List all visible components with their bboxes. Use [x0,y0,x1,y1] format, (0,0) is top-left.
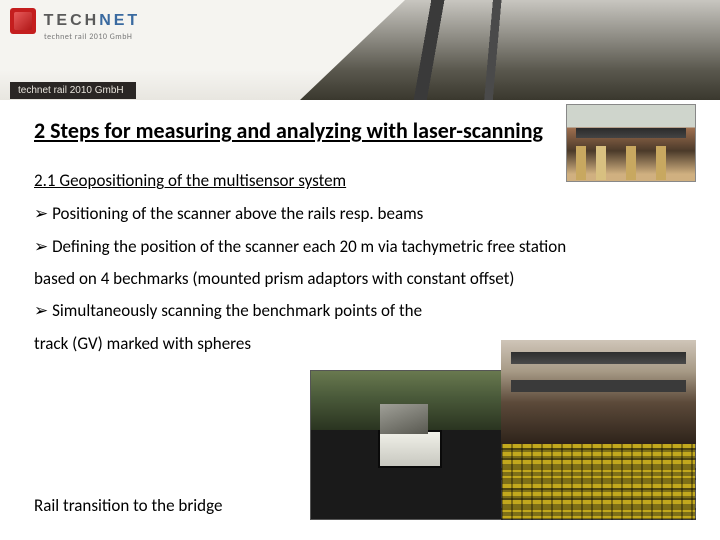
bullet-1: ➢ Positioning of the scanner above the r… [34,201,690,227]
logo-suffix: NET [99,12,140,29]
content: 2 Steps for measuring and analyzing with… [34,118,690,357]
slide: TECHNET technet rail 2010 GmbH technet r… [0,0,720,540]
header: TECHNET technet rail 2010 GmbH technet r… [0,0,720,100]
image-bridge-transition [501,340,696,520]
logo-subtext: technet rail 2010 GmbH [44,32,210,42]
bullet-3: ➢ Simultaneously scanning the benchmark … [34,298,690,324]
bullet-arrow-icon: ➢ [34,204,48,223]
bullet-arrow-icon: ➢ [34,237,48,256]
section-subtitle: 2.1 Geopositioning of the multisensor sy… [34,170,690,191]
logo: TECHNET technet rail 2010 GmbH [10,8,210,48]
bullet-2-cont: based on 4 bechmarks (mounted prism adap… [34,266,690,292]
bullet-2-text: Defining the position of the scanner eac… [52,236,566,257]
image-grating-overlay [501,444,696,520]
body-text: ➢ Positioning of the scanner above the r… [34,201,690,357]
bullet-1-text: Positioning of the scanner above the rai… [52,203,423,224]
bullet-arrow-icon: ➢ [34,301,48,320]
bullet-2: ➢ Defining the position of the scanner e… [34,234,690,260]
bullet-3-text: Simultaneously scanning the benchmark po… [52,300,422,321]
image-scanner-device [310,370,505,520]
logo-mark-icon [10,8,36,34]
logo-prefix: TECH [44,12,100,29]
image-caption: Rail transition to the bridge [34,495,222,516]
company-bar: technet rail 2010 GmbH [10,82,136,99]
logo-text: TECHNET [44,12,141,30]
page-title: 2 Steps for measuring and analyzing with… [34,118,554,144]
